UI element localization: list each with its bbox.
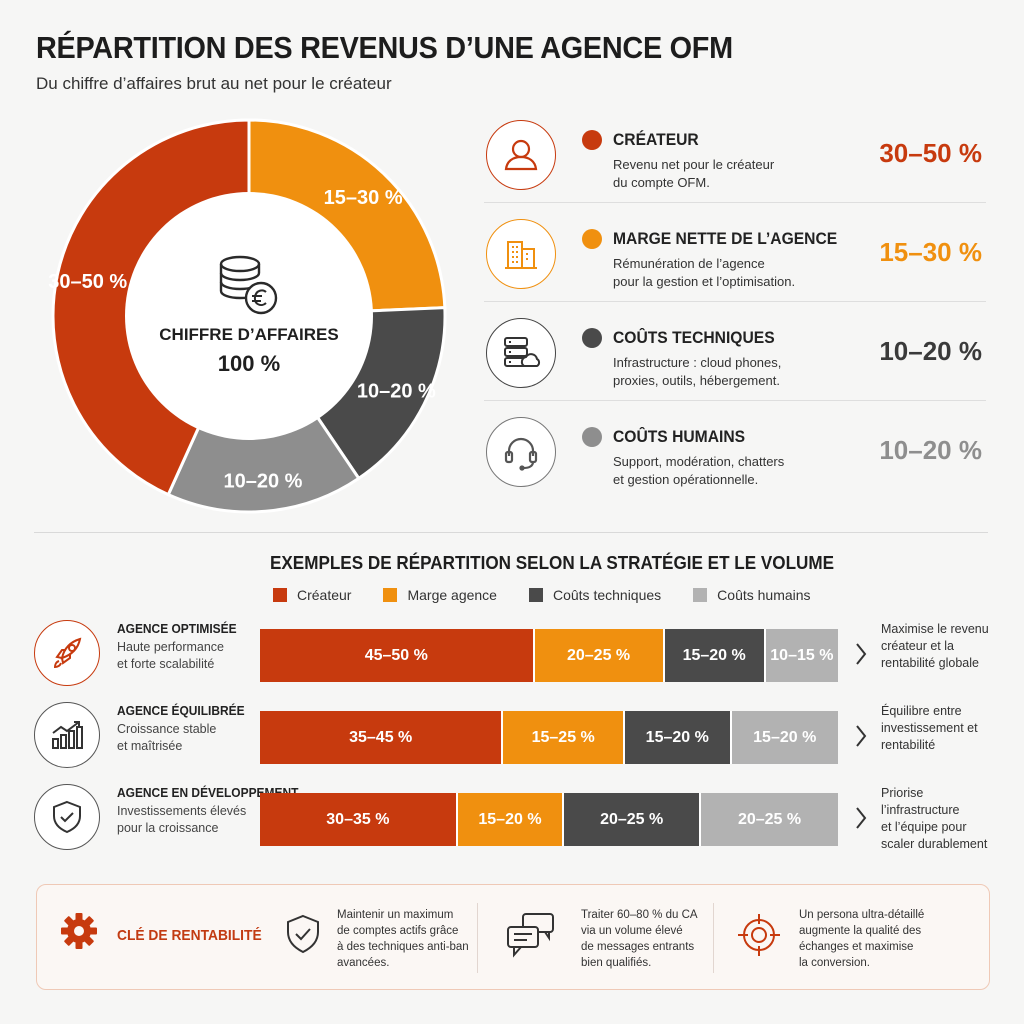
strategy-desc: Croissance stable et maîtrisée — [117, 722, 217, 753]
growth-chart-icon — [34, 702, 100, 768]
bar-segment-creator: 45–50 % — [260, 629, 535, 682]
key-text: Traiter 60–80 % du CA via un volume élevé… — [581, 909, 698, 969]
profitability-key-box: CLÉ DE RENTABILITÉ Maintenir un maximum d… — [36, 884, 990, 990]
legend-percent: 15–30 % — [879, 237, 982, 267]
strategy-note: Équilibre entre investissement et rentabil… — [881, 704, 978, 752]
chevron-right-icon — [856, 807, 867, 829]
legend-desc: Rémunération de l’agence pour la gestion … — [613, 256, 796, 289]
chat-bubbles-icon — [507, 913, 554, 958]
pie-slice-label: 15–30 % — [324, 187, 403, 209]
bar-legend-item: Marge agence — [383, 587, 497, 603]
shield-check-icon — [287, 914, 319, 954]
strategy-bar: 45–50 % 20–25 % 15–20 % 10–15 % — [260, 629, 838, 682]
strategy-bar: 30–35 % 15–20 % 20–25 % 20–25 % — [260, 793, 838, 846]
bar-segment-agency: 15–25 % — [503, 711, 626, 764]
bar-segment-creator: 30–35 % — [260, 793, 458, 846]
coins-euro-icon — [219, 255, 278, 315]
user-icon — [486, 120, 556, 190]
server-cloud-icon — [486, 318, 556, 388]
strategy-desc: Haute performance et forte scalabilité — [117, 640, 225, 671]
rocket-icon — [34, 620, 100, 686]
pie-slice-label: 10–20 % — [357, 380, 436, 402]
strategy-note: Priorise l’infrastructure et l’équipe pou… — [881, 786, 988, 851]
legend-percent: 30–50 % — [879, 138, 982, 168]
legend-swatch-agency — [383, 588, 398, 602]
legend-dot-creator — [582, 130, 602, 150]
strategy-section-title: EXEMPLES DE RÉPARTITION SELON LA STRATÉG… — [270, 553, 835, 573]
strategy-name: AGENCE OPTIMISÉE — [117, 621, 237, 636]
strategy-desc: Investissements élevés pour la croissance — [117, 804, 247, 835]
legend-row-creator: CRÉATEUR Revenu net pour le créateur du c… — [484, 104, 986, 203]
pie-slice-label: 10–20 % — [224, 470, 303, 492]
strategy-bar: 35–45 % 15–25 % 15–20 % 15–20 % — [260, 711, 838, 764]
strategy-name: AGENCE EN DÉVELOPPEMENT — [117, 785, 299, 800]
bar-segment-agency: 15–20 % — [457, 793, 565, 846]
pie-center-value: 100 % — [218, 351, 280, 376]
headset-icon — [486, 417, 556, 487]
legend-row-tech: COÛTS TECHNIQUES Infrastructure : cloud … — [484, 302, 986, 401]
page-subtitle: Du chiffre d’affaires brut au net pour l… — [36, 74, 392, 93]
pie-slice-label: 30–50 % — [48, 271, 127, 293]
legend-desc: Infrastructure : cloud phones, proxies, o… — [613, 355, 782, 388]
target-icon — [738, 914, 780, 956]
bar-segment-tech: 20–25 % — [564, 793, 702, 846]
section-divider — [34, 532, 988, 533]
legend-desc: Support, modération, chatters et gestion … — [613, 454, 785, 487]
legend-percent: 10–20 % — [879, 435, 982, 465]
pie-center-disc — [125, 192, 373, 440]
bar-segment-human: 15–20 % — [731, 711, 838, 764]
chevron-right-icon — [856, 725, 867, 747]
bar-legend: Créateur Marge agence Coûts techniques C… — [273, 587, 843, 603]
revenue-pie-chart: 15–30 % 10–20 % 10–20 % 30–50 % CHIFFRE D’A… — [48, 118, 447, 514]
legend-dot-agency — [582, 229, 602, 249]
bar-legend-item: Créateur — [273, 587, 351, 603]
bar-segment-human: 20–25 % — [701, 793, 838, 846]
legend-name: COÛTS HUMAINS — [613, 427, 746, 446]
chevron-right-icon — [856, 643, 867, 665]
bar-legend-item: Coûts humains — [693, 587, 811, 603]
key-separator — [477, 903, 478, 973]
key-text: Maintenir un maximum de comptes actifs gr… — [337, 909, 469, 969]
strategy-row-balanced: AGENCE ÉQUILIBRÉE Croissance stable et ma… — [34, 701, 998, 771]
legend-row-agency: MARGE NETTE DE L’AGENCE Rémunération de … — [484, 203, 986, 302]
legend-swatch-tech — [528, 588, 543, 602]
bar-segment-tech: 15–20 % — [664, 629, 766, 682]
legend-swatch-human — [693, 588, 708, 602]
legend-dot-human — [582, 427, 602, 447]
legend-name: MARGE NETTE DE L’AGENCE — [613, 229, 838, 248]
key-separator — [713, 903, 714, 973]
bar-legend-item: Coûts techniques — [528, 587, 661, 603]
pie-legend: CRÉATEUR Revenu net pour le créateur du c… — [484, 104, 986, 500]
legend-dot-tech — [582, 328, 602, 348]
bar-segment-human: 10–15 % — [765, 629, 838, 682]
key-title: CLÉ DE RENTABILITÉ — [117, 927, 262, 944]
strategy-name: AGENCE ÉQUILIBRÉE — [117, 703, 245, 718]
strategy-row-development: AGENCE EN DÉVELOPPEMENT Investissements … — [34, 783, 998, 853]
legend-name: CRÉATEUR — [613, 130, 699, 149]
shield-check-icon — [34, 784, 100, 850]
legend-percent: 10–20 % — [879, 336, 982, 366]
strategy-note: Maximise le revenu créateur et la rentabil… — [881, 622, 989, 670]
legend-name: COÛTS TECHNIQUES — [613, 328, 775, 347]
pie-center-label: CHIFFRE D’AFFAIRES — [159, 325, 338, 344]
key-text: Un persona ultra-détaillé augmente la qua… — [799, 909, 925, 969]
strategy-row-optimized: AGENCE OPTIMISÉE Haute performance et for… — [34, 619, 998, 689]
legend-swatch-creator — [273, 588, 287, 602]
building-icon — [486, 219, 556, 289]
legend-row-human: COÛTS HUMAINS Support, modération, chatt… — [484, 401, 986, 500]
legend-desc: Revenu net pour le créateur du compte OFM… — [613, 157, 775, 190]
bar-segment-tech: 15–20 % — [625, 711, 732, 764]
gear-icon — [61, 913, 97, 949]
bar-segment-agency: 20–25 % — [534, 629, 665, 682]
bar-segment-creator: 35–45 % — [260, 711, 504, 764]
page-title: RÉPARTITION DES REVENUS D’UNE AGENCE OFM — [36, 30, 733, 65]
